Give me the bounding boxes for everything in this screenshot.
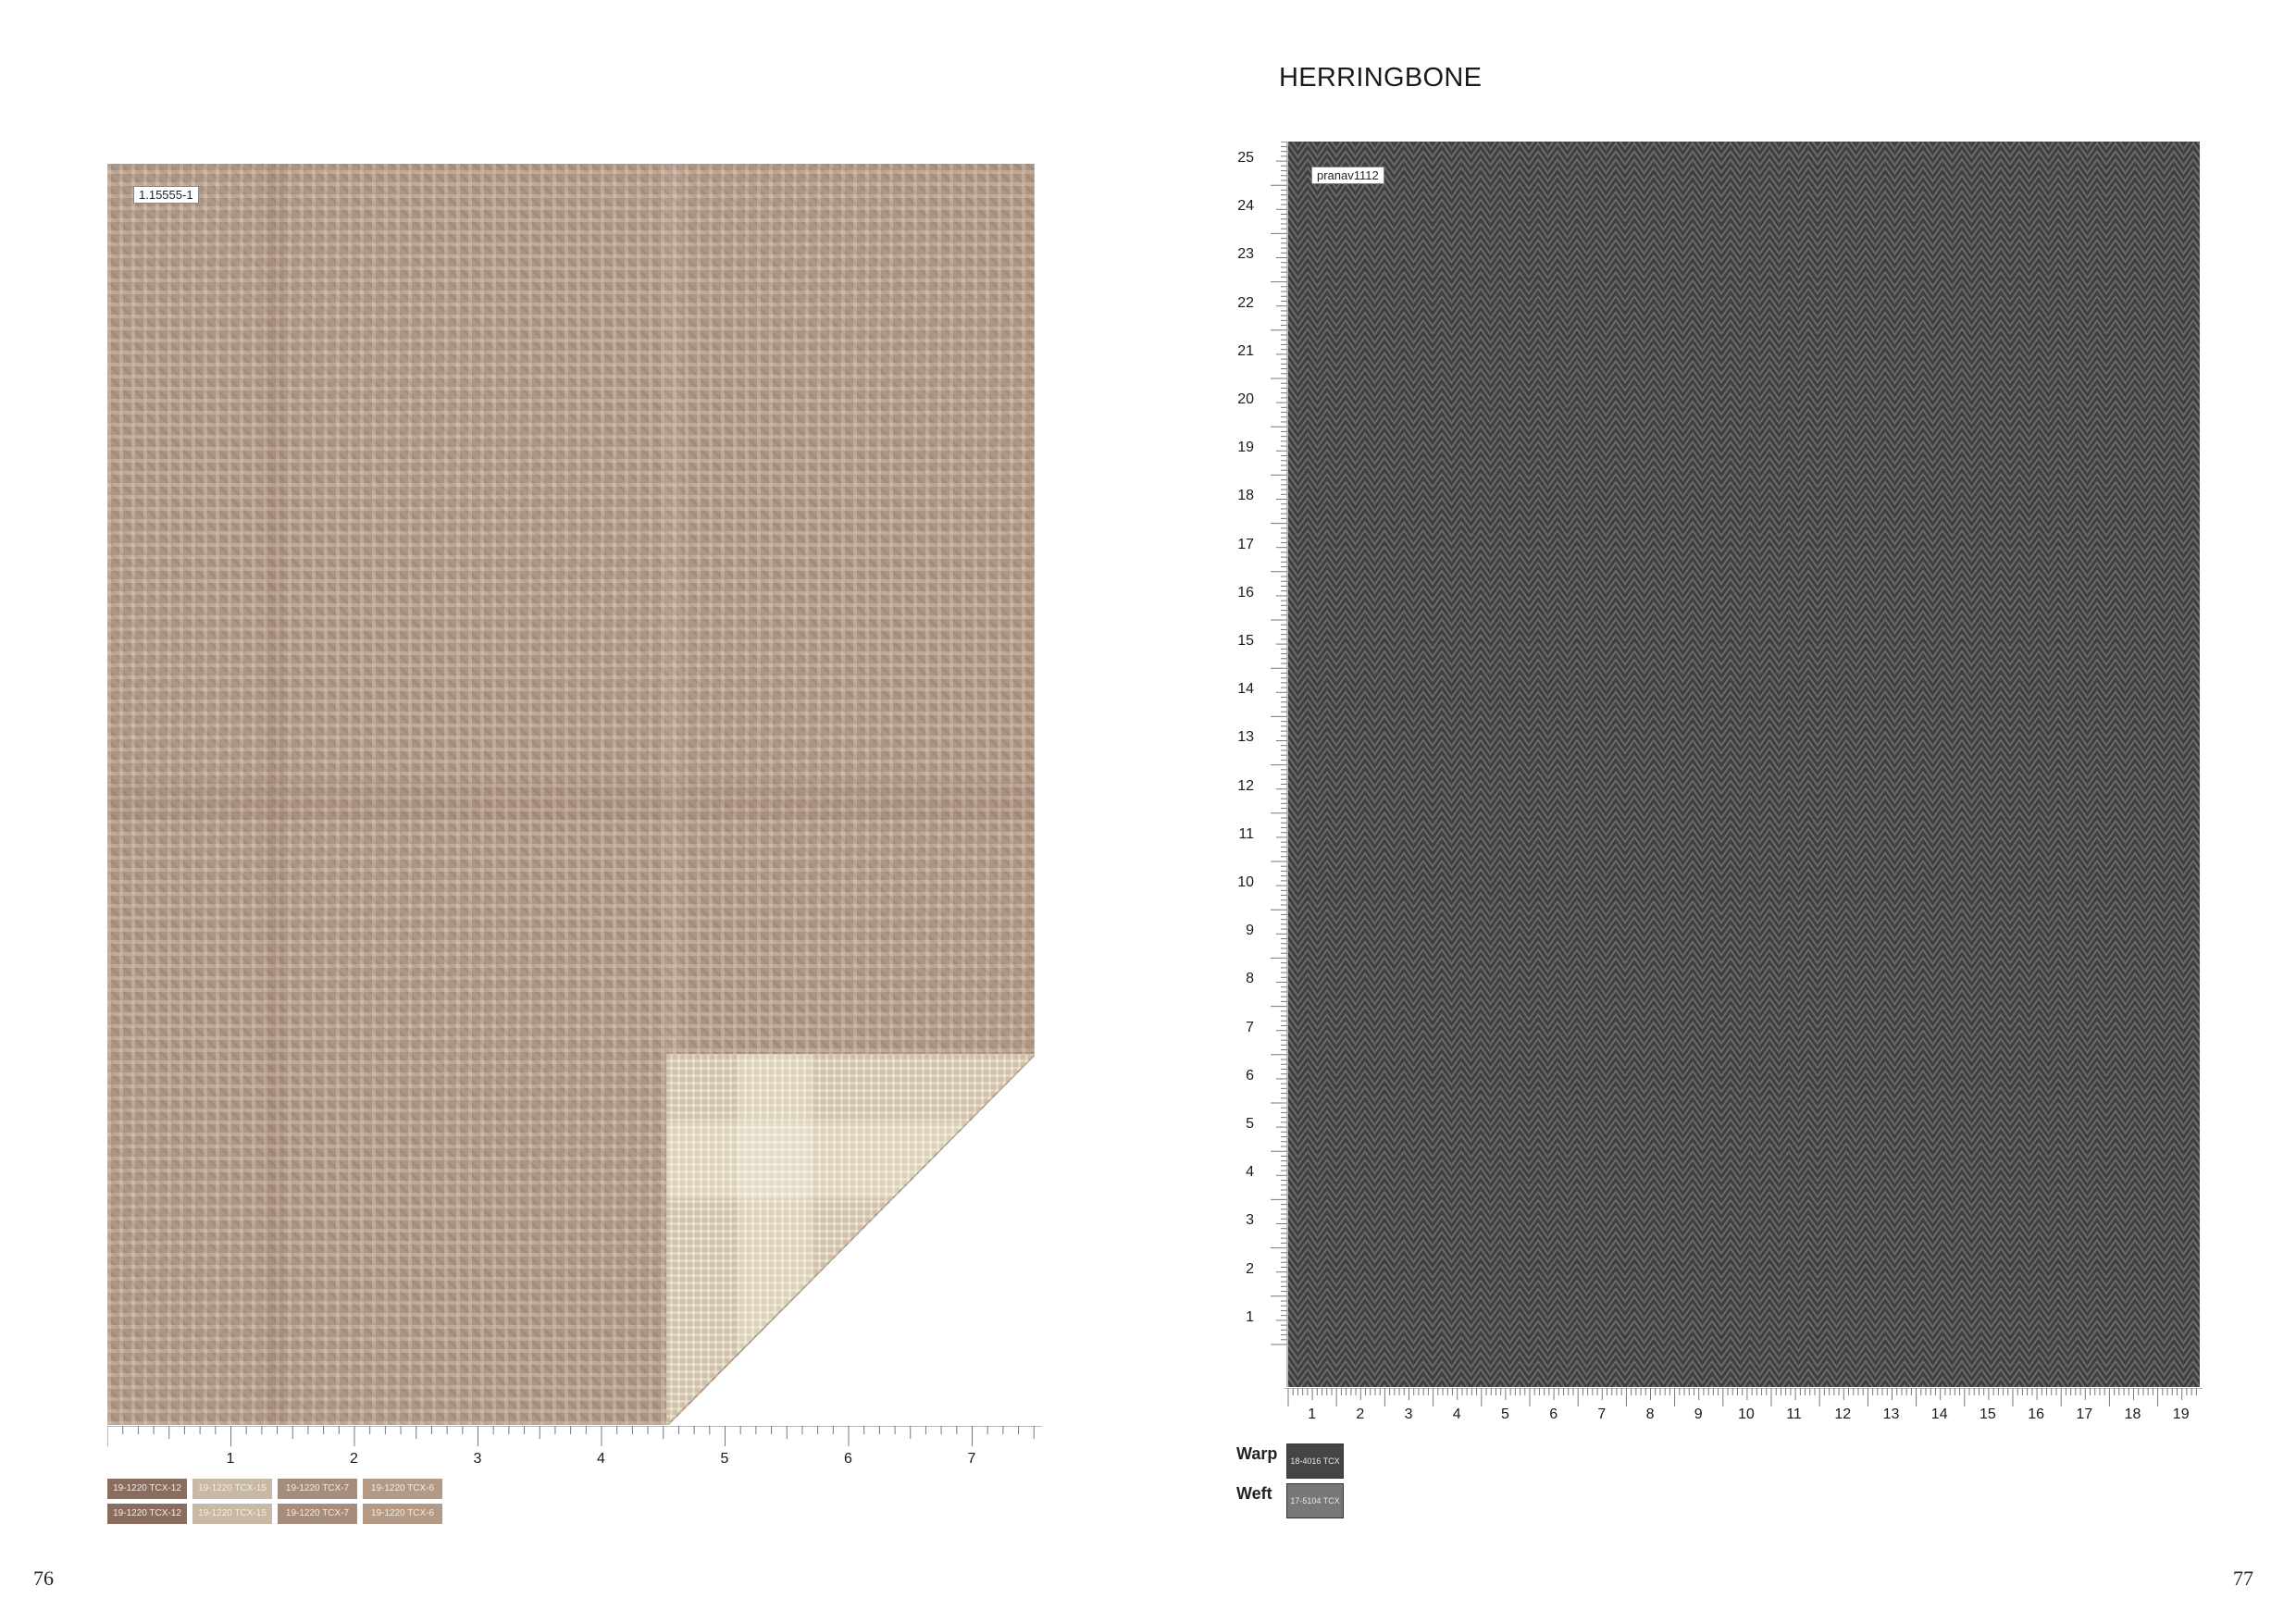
ruler-tick-label: 5 — [720, 1451, 729, 1467]
ruler-tick-label: 18 — [2124, 1406, 2141, 1422]
ruler-tick-label: 4 — [1246, 1164, 1254, 1181]
ruler-tick-label: 23 — [1237, 246, 1254, 263]
ruler-tick-label: 14 — [1930, 1406, 1948, 1422]
ruler-tick-label: 19 — [2172, 1406, 2190, 1422]
right-horizontal-ruler — [1285, 1388, 2203, 1412]
color-swatch: 19-1220 TCX-15 — [192, 1504, 272, 1524]
ruler-tick-label: 18 — [1237, 488, 1254, 504]
ruler-tick-label: 1 — [226, 1451, 235, 1467]
ruler-tick-label: 1 — [1246, 1308, 1254, 1325]
ruler-tick-label: 6 — [1246, 1067, 1254, 1084]
ruler-tick-label: 15 — [1237, 633, 1254, 649]
ruler-tick-label: 17 — [2076, 1406, 2093, 1422]
color-swatch: 19-1220 TCX-12 — [107, 1479, 187, 1499]
ruler-tick-label: 15 — [1980, 1406, 1996, 1422]
ruler-tick-label: 12 — [1237, 777, 1254, 794]
warp-label: Warp — [1236, 1444, 1278, 1463]
page-number-right: 77 — [2233, 1567, 2253, 1590]
left-ruler-labels: 1 2 3 4 5 6 7 — [107, 1451, 1042, 1469]
ruler-tick-label: 22 — [1237, 294, 1254, 311]
page-number-left: 76 — [33, 1567, 54, 1590]
ruler-tick-label: 2 — [350, 1451, 358, 1467]
color-swatch: 19-1220 TCX-6 — [363, 1479, 442, 1499]
weft-color-swatch: 17-5104 TCX — [1286, 1483, 1344, 1518]
ruler-tick-label: 3 — [473, 1451, 482, 1467]
ruler-tick-label: 7 — [1246, 1019, 1254, 1035]
ruler-tick-label: 7 — [967, 1451, 976, 1467]
ruler-tick-label: 8 — [1246, 971, 1254, 987]
ruler-tick-label: 17 — [1237, 536, 1254, 552]
color-swatch: 19-1220 TCX-15 — [192, 1479, 272, 1499]
ruler-tick-label: 10 — [1738, 1406, 1755, 1422]
ruler-tick-label: 9 — [1694, 1406, 1703, 1422]
ruler-tick-label: 11 — [1786, 1406, 1802, 1422]
ruler-tick-label: 4 — [597, 1451, 605, 1467]
ruler-tick-label: 5 — [1246, 1116, 1254, 1132]
right-vertical-ruler-labels: 25 24 23 22 21 20 19 18 17 16 15 14 13 12 11 10 9 8 7 6 5 4 3 2… — [1226, 142, 1254, 1387]
ruler-tick-label: 9 — [1246, 923, 1254, 939]
ruler-tick-label: 2 — [1356, 1406, 1365, 1422]
color-swatch: 19-1220 TCX-6 — [363, 1504, 442, 1524]
ruler-tick-label: 10 — [1237, 874, 1254, 890]
color-swatch: 19-1220 TCX-7 — [278, 1479, 357, 1499]
ruler-tick-label: 5 — [1501, 1406, 1509, 1422]
right-horizontal-ruler-labels: 1 2 3 4 5 6 7 8 9 10 11 12 13 14 15 16 17 18 19 — [1285, 1406, 2203, 1427]
ruler-tick-label: 11 — [1238, 825, 1254, 842]
ruler-tick-label: 16 — [1237, 584, 1254, 601]
right-fabric-sample — [1288, 142, 2200, 1387]
ruler-tick-label: 24 — [1237, 198, 1254, 215]
ruler-tick-label: 14 — [1237, 681, 1254, 698]
color-swatch: 19-1220 TCX-7 — [278, 1504, 357, 1524]
ruler-tick-label: 20 — [1237, 391, 1254, 407]
weft-label: Weft — [1236, 1484, 1272, 1503]
warp-color-swatch: 18-4016 TCX — [1286, 1443, 1344, 1479]
ruler-tick-label: 21 — [1237, 342, 1254, 359]
ruler-tick-label: 16 — [2028, 1406, 2044, 1422]
ruler-tick-label: 2 — [1246, 1260, 1254, 1277]
ruler-tick-label: 13 — [1882, 1406, 1900, 1422]
ruler-tick-label: 1 — [1308, 1406, 1317, 1422]
left-fabric-sample — [107, 164, 1035, 1425]
ruler-tick-label: 12 — [1834, 1406, 1852, 1422]
ruler-tick-label: 6 — [844, 1451, 852, 1467]
ruler-tick-label: 6 — [1549, 1406, 1558, 1422]
left-sample-label: 1.15555-1 — [133, 186, 199, 204]
ruler-tick-label: 13 — [1237, 729, 1254, 746]
left-horizontal-ruler — [107, 1426, 1042, 1450]
page-title: HERRINGBONE — [1279, 63, 1483, 93]
ruler-tick-label: 7 — [1597, 1406, 1607, 1422]
ruler-tick-label: 4 — [1452, 1406, 1461, 1422]
prince-of-wales-check-texture — [107, 164, 1035, 1425]
right-vertical-ruler — [1249, 142, 1288, 1387]
color-swatch: 19-1220 TCX-12 — [107, 1504, 187, 1524]
ruler-tick-label: 25 — [1237, 150, 1254, 166]
right-sample-label: pranav1112 — [1311, 167, 1384, 184]
ruler-tick-label: 3 — [1404, 1406, 1413, 1422]
ruler-tick-label: 3 — [1246, 1212, 1254, 1229]
ruler-tick-label: 19 — [1237, 440, 1254, 456]
ruler-tick-label: 8 — [1645, 1406, 1655, 1422]
